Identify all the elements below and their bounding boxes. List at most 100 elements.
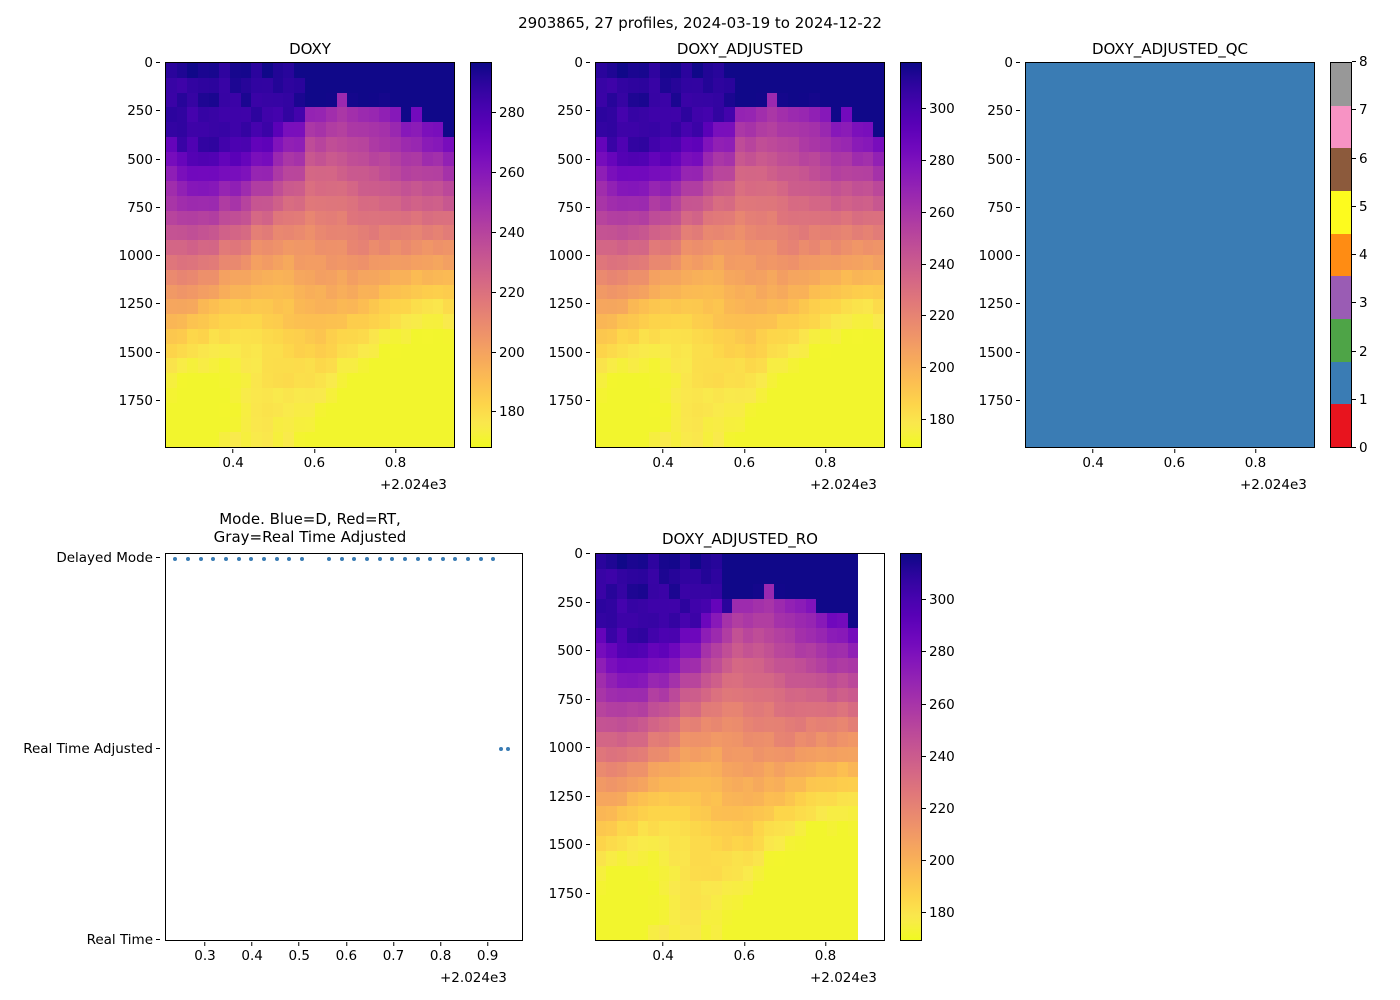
colorbar-tick-label: 3: [1352, 295, 1368, 311]
y-tick-label: 250: [515, 103, 590, 119]
y-tick-label: 1250: [515, 296, 590, 312]
mode-point: [236, 556, 241, 561]
colorbar-tick-label: 180: [922, 412, 955, 428]
mode-point: [223, 556, 228, 561]
qc-color-band: [1331, 63, 1351, 106]
y-tick-label: 1000: [515, 740, 590, 756]
colorbar-tick-label: 180: [492, 404, 525, 420]
y-tick-label: 1750: [85, 393, 160, 409]
x-tick-label: 0.4: [1082, 449, 1104, 471]
mode-point: [440, 556, 445, 561]
colorbar-tick-label: 260: [492, 165, 525, 181]
y-tick-label: 0: [945, 55, 1020, 71]
panel-doxy-adjusted-ro-plot: [595, 553, 885, 941]
y-tick-label: 0: [515, 55, 590, 71]
qc-color-band: [1331, 233, 1351, 277]
colorbar-tick-label: 300: [922, 101, 955, 117]
mode-point: [415, 556, 420, 561]
y-tick-label: 1000: [515, 248, 590, 264]
colorbar-tick-label: 220: [922, 801, 955, 817]
x-tick-label: 0.8: [815, 942, 836, 964]
mode-point: [299, 556, 304, 561]
y-tick-label: 750: [945, 200, 1020, 216]
y-tick-label: 0: [85, 55, 160, 71]
y-tick-label: 1500: [515, 345, 590, 361]
colorbar-tick-label: 260: [922, 697, 955, 713]
x-tick-label: 0.4: [652, 942, 674, 964]
mode-point: [274, 556, 279, 561]
y-tick-label: 1750: [515, 393, 590, 409]
x-tick-label: 0.7: [383, 942, 404, 964]
y-tick-label: 1500: [515, 837, 590, 853]
mode-point: [186, 556, 190, 561]
y-tick-label: Delayed Mode: [0, 550, 160, 566]
mode-point: [198, 556, 203, 561]
colorbar-tick-label: 1: [1352, 392, 1368, 408]
mode-point: [352, 556, 357, 561]
qc-color-band: [1331, 105, 1351, 149]
qc-color-band: [1331, 319, 1351, 362]
panel-doxy-adjusted-qc-plot: [1025, 62, 1315, 448]
y-tick-label: 750: [85, 200, 160, 216]
colorbar-tick-label: 8: [1352, 54, 1368, 70]
x-tick-label: 0.4: [652, 449, 674, 471]
x-tick-label: 0.6: [734, 942, 755, 964]
panel-mode-title: Mode. Blue=D, Red=RT, Gray=Real Time Adj…: [213, 510, 407, 546]
qc-color-band: [1331, 276, 1351, 319]
colorbar-tick-label: 7: [1352, 102, 1368, 118]
colorbar-tick-label: 280: [922, 153, 955, 169]
colorbar-tick-label: 200: [922, 360, 955, 376]
y-tick-label: 1500: [945, 345, 1020, 361]
mode-point: [506, 746, 511, 751]
x-tick-label: 0.8: [1245, 449, 1266, 471]
y-tick-label: 750: [515, 692, 590, 708]
panel-doxy-adjusted-ro-title: DOXY_ADJUSTED_RO: [662, 530, 818, 548]
x-tick-label: 0.6: [1164, 449, 1185, 471]
x-tick-label: 0.9: [477, 942, 498, 964]
colorbar-tick-label: 280: [492, 105, 525, 121]
x-tick-label: 0.8: [815, 449, 836, 471]
colorbar-tick-label: 280: [922, 644, 955, 660]
colorbar-tick-label: 5: [1352, 199, 1368, 215]
x-tick-label: 0.6: [336, 942, 357, 964]
colorbar-tick-label: 2: [1352, 344, 1368, 360]
y-tick-label: 250: [515, 595, 590, 611]
y-tick-label: 500: [85, 152, 160, 168]
panel-doxy-xoffset: +2.024e3: [380, 477, 447, 493]
y-tick-label: 1750: [945, 393, 1020, 409]
x-tick-label: 0.5: [289, 942, 310, 964]
panel-doxy-adjusted-qc-colorbar: [1330, 62, 1352, 448]
mode-point: [249, 556, 254, 561]
mode-point: [377, 556, 382, 561]
y-tick-label: 750: [515, 200, 590, 216]
y-tick-label: Real Time: [0, 932, 160, 948]
colorbar-tick-label: 200: [492, 345, 525, 361]
panel-doxy-colorbar: [470, 62, 492, 448]
y-tick-label: 1750: [515, 886, 590, 902]
colorbar-tick-label: 240: [922, 749, 955, 765]
colorbar-tick-label: 300: [922, 592, 955, 608]
y-tick-label: 1000: [945, 248, 1020, 264]
mode-point: [390, 556, 395, 561]
colorbar-tick-label: 240: [492, 225, 525, 241]
mode-point: [261, 556, 266, 561]
y-tick-label: 250: [85, 103, 160, 119]
figure-suptitle: 2903865, 27 profiles, 2024-03-19 to 2024…: [518, 14, 882, 32]
mode-point: [287, 556, 292, 561]
colorbar-tick-label: 260: [922, 205, 955, 221]
y-tick-label: 0: [515, 546, 590, 562]
qc-color-band: [1331, 148, 1351, 191]
doxy-adjusted-heatmap: [596, 63, 884, 447]
y-tick-label: 1250: [85, 296, 160, 312]
mode-point: [499, 746, 504, 751]
panel-doxy-title: DOXY: [289, 40, 331, 58]
panel-doxy-adjusted-ro-xoffset: +2.024e3: [810, 970, 877, 986]
panel-doxy-adjusted-qc-title: DOXY_ADJUSTED_QC: [1091, 40, 1249, 58]
colorbar-tick-label: 4: [1352, 247, 1368, 263]
panel-doxy-adjusted-title: DOXY_ADJUSTED: [676, 40, 804, 58]
colorbar-tick-label: 180: [922, 905, 955, 921]
colorbar-tick-label: 200: [922, 853, 955, 869]
x-tick-label: 0.6: [734, 449, 755, 471]
y-tick-label: 500: [515, 643, 590, 659]
